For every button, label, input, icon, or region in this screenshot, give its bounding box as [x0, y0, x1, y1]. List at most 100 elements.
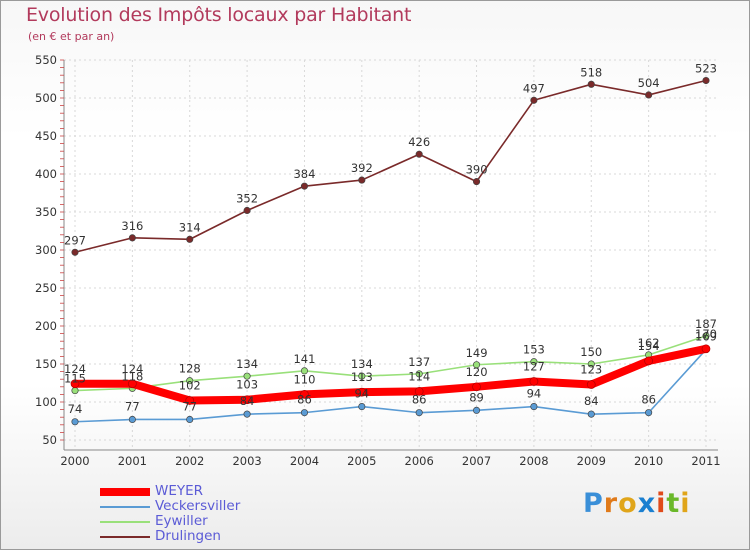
series-line-drulingen	[74, 79, 707, 254]
data-label-weyer: 154	[638, 339, 660, 353]
data-label-veckersviller: 94	[527, 387, 542, 401]
data-label-drulingen: 504	[638, 76, 660, 90]
x-tick-label: 2010	[634, 454, 663, 468]
legend-label-veckersviller: Veckersviller	[155, 498, 241, 514]
legend-swatch-veckersviller	[100, 506, 150, 508]
data-point-weyer	[529, 377, 539, 386]
data-point-eywiller	[300, 367, 309, 375]
x-tick-label: 2009	[577, 454, 606, 468]
data-label-eywiller: 115	[64, 372, 86, 386]
data-label-eywiller: 137	[408, 355, 430, 369]
data-label-eywiller: 134	[236, 357, 258, 371]
data-label-veckersviller: 86	[297, 393, 312, 407]
data-label-weyer: 123	[580, 363, 602, 377]
data-label-drulingen: 426	[408, 135, 430, 149]
x-tick-label: 2003	[232, 454, 261, 468]
data-point-eywiller	[530, 358, 538, 366]
y-tick-label: 300	[35, 243, 57, 257]
data-point-weyer	[128, 379, 137, 389]
data-label-drulingen: 384	[293, 167, 315, 181]
data-point-eywiller	[358, 372, 366, 380]
y-tick-label: 400	[35, 167, 57, 181]
data-point-eywiller	[415, 370, 423, 378]
data-label-drulingen: 352	[236, 191, 258, 205]
data-point-veckersviller	[300, 409, 309, 417]
data-label-weyer: 102	[179, 378, 201, 392]
data-point-weyer	[300, 390, 309, 399]
data-point-drulingen	[645, 91, 653, 99]
data-point-veckersviller	[415, 409, 423, 417]
x-tick-label: 2000	[60, 454, 89, 468]
data-point-drulingen	[71, 248, 79, 256]
legend-label-weyer: WEYER	[155, 483, 204, 499]
data-label-veckersviller: 86	[641, 393, 656, 407]
data-point-eywiller	[243, 372, 251, 380]
data-point-veckersviller	[358, 403, 366, 411]
data-label-drulingen: 297	[64, 233, 86, 247]
data-point-veckersviller	[186, 415, 194, 424]
data-point-eywiller	[71, 387, 79, 395]
data-label-veckersviller: 89	[469, 390, 484, 404]
data-point-eywiller	[702, 332, 710, 340]
data-label-veckersviller: 84	[584, 394, 599, 408]
x-tick-label: 2005	[347, 454, 376, 468]
y-tick-label: 100	[35, 395, 57, 409]
x-tick-label: 2004	[290, 454, 319, 468]
y-tick-label: 150	[35, 357, 57, 371]
data-point-drulingen	[186, 235, 194, 243]
data-point-veckersviller	[128, 415, 136, 424]
logo-letter: t	[666, 488, 681, 519]
data-label-eywiller: 128	[179, 362, 201, 376]
data-label-weyer: 103	[236, 378, 258, 392]
logo-letter: P	[583, 488, 604, 519]
data-point-drulingen	[587, 80, 595, 88]
data-label-eywiller: 187	[695, 317, 717, 331]
data-label-eywiller: 150	[580, 345, 602, 359]
x-tick-label: 2011	[691, 454, 720, 468]
data-point-drulingen	[243, 206, 251, 215]
data-point-veckersviller	[243, 410, 251, 418]
data-point-veckersviller	[645, 409, 653, 417]
data-point-weyer	[586, 380, 596, 389]
logo-letter: i	[656, 488, 667, 519]
data-point-eywiller	[587, 360, 595, 368]
data-point-veckersviller	[472, 406, 481, 414]
chart-subtitle: (en € et par an)	[28, 30, 115, 43]
data-label-veckersviller: 86	[412, 393, 427, 407]
data-label-veckersviller: 77	[182, 399, 197, 413]
data-point-drulingen	[702, 76, 710, 85]
data-point-eywiller	[186, 377, 194, 385]
data-point-veckersviller	[530, 403, 538, 411]
data-label-weyer: 127	[523, 359, 545, 373]
proxiti-logo: Proxiti	[583, 488, 691, 519]
data-label-eywiller: 141	[293, 352, 315, 366]
data-point-drulingen	[128, 234, 136, 242]
series-line-eywiller	[74, 335, 707, 392]
data-label-eywiller: 162	[638, 336, 660, 350]
chart-title: Evolution des Impôts locaux par Habitant	[26, 4, 412, 26]
data-point-veckersviller	[71, 418, 79, 426]
data-point-weyer	[70, 379, 80, 389]
series-line-weyer	[71, 344, 710, 405]
data-point-veckersviller	[587, 410, 595, 418]
logo-letter: r	[603, 488, 619, 519]
data-label-drulingen: 518	[580, 65, 602, 79]
x-tick-label: 2008	[519, 454, 548, 468]
data-label-veckersviller: 169	[695, 330, 717, 344]
legend-label-drulingen: Drulingen	[155, 528, 221, 544]
x-tick-label: 2001	[118, 454, 147, 468]
data-label-veckersviller: 84	[240, 394, 255, 408]
data-point-drulingen	[300, 182, 309, 190]
data-label-drulingen: 314	[179, 220, 201, 234]
data-point-eywiller	[472, 361, 481, 369]
data-point-weyer	[701, 344, 711, 354]
data-point-drulingen	[472, 178, 481, 186]
x-tick-label: 2007	[462, 454, 491, 468]
data-label-veckersviller: 74	[68, 402, 83, 416]
logo-letter: i	[680, 488, 691, 519]
data-label-weyer: 114	[408, 369, 430, 383]
data-label-weyer: 120	[466, 365, 488, 379]
y-tick-label: 350	[35, 205, 57, 219]
